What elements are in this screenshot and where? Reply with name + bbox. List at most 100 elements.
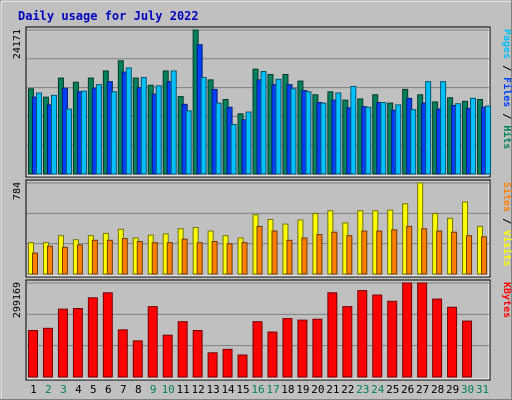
bar-sites-day-5	[91, 239, 98, 275]
x-tick-label-day-30: 30	[461, 383, 474, 396]
bar-pages-day-8	[140, 76, 147, 175]
bar-sites-day-6	[106, 239, 113, 275]
x-tick-label-day-13: 13	[206, 383, 219, 396]
bar-kbytes-day-8	[132, 340, 143, 378]
x-tick-label-day-8: 8	[135, 383, 142, 396]
panel-series-label: KBytes	[501, 282, 512, 318]
bar-kbytes-day-24	[372, 294, 383, 378]
y-max-label: 784	[12, 182, 23, 200]
bar-pages-day-23	[365, 106, 372, 175]
bar-kbytes-day-26	[402, 282, 413, 378]
bar-sites-day-24	[376, 230, 383, 275]
x-tick-label-day-9: 9	[150, 383, 157, 396]
bar-sites-day-9	[151, 242, 158, 275]
bar-sites-day-17	[271, 230, 278, 275]
bar-pages-day-21	[335, 92, 342, 175]
series-label-part: Files	[501, 77, 512, 107]
bar-pages-day-19	[305, 91, 312, 175]
bar-kbytes-day-6	[102, 292, 113, 378]
bar-kbytes-day-3	[57, 308, 68, 378]
bar-sites-day-15	[241, 242, 248, 275]
x-tick-label-day-29: 29	[446, 383, 459, 396]
x-tick-label-day-23: 23	[356, 383, 369, 396]
x-tick-label-day-26: 26	[401, 383, 414, 396]
series-label-part: /	[501, 212, 512, 230]
bar-pages-day-12	[200, 76, 207, 175]
x-tick-label-day-15: 15	[236, 383, 249, 396]
x-tick-label-day-17: 17	[266, 383, 279, 396]
bar-kbytes-day-20	[312, 318, 323, 378]
bar-sites-day-4	[76, 244, 83, 275]
bar-kbytes-day-28	[432, 298, 443, 378]
x-tick-label-day-6: 6	[105, 383, 112, 396]
bar-pages-day-14	[230, 124, 237, 175]
bar-sites-day-13	[211, 241, 218, 275]
series-label-part: Hits	[501, 125, 512, 149]
bar-kbytes-day-30	[462, 320, 473, 378]
bar-kbytes-day-13	[207, 352, 218, 378]
series-label-part: /	[501, 59, 512, 77]
bar-sites-day-22	[346, 235, 353, 275]
bar-pages-day-29	[455, 103, 462, 175]
bar-pages-day-10	[170, 70, 177, 175]
bar-kbytes-day-29	[447, 306, 458, 378]
bar-pages-day-3	[65, 108, 72, 175]
x-tick-label-day-7: 7	[120, 383, 127, 396]
bar-pages-day-22	[350, 85, 357, 175]
bar-sites-day-2	[46, 245, 53, 275]
x-tick-label-day-11: 11	[177, 383, 190, 396]
x-axis-day-labels: 1 2 3 4 5 6 7 8 9 10 11 12 13 14 15 16 17 18 19 20 21 22 23 24 2…	[30, 383, 489, 396]
bar-sites-day-23	[361, 230, 368, 275]
bar-sites-day-8	[136, 241, 143, 275]
panel-pages-files-hits: 24171 Pages / Files / Hits	[12, 26, 512, 178]
bar-pages-day-4	[80, 90, 87, 175]
bar-pages-day-1	[36, 92, 42, 175]
series-label-part: Visits	[501, 230, 512, 266]
bar-pages-day-17	[275, 78, 282, 175]
bar-sites-day-31	[481, 236, 488, 275]
panel-kbytes: 299169 KBytes	[12, 279, 512, 381]
bar-kbytes-day-16	[252, 321, 263, 378]
bar-sites-day-26	[406, 225, 413, 275]
bar-sites-day-3	[61, 246, 68, 275]
x-tick-label-day-3: 3	[60, 383, 67, 396]
bar-kbytes-day-27	[417, 282, 428, 378]
bar-sites-day-16	[256, 225, 263, 275]
x-tick-label-day-18: 18	[281, 383, 294, 396]
bar-kbytes-day-15	[237, 354, 248, 378]
x-tick-label-day-20: 20	[311, 383, 324, 396]
bar-pages-day-6	[110, 91, 117, 175]
x-tick-label-day-21: 21	[326, 383, 339, 396]
bar-kbytes-day-9	[147, 306, 158, 378]
bar-sites-day-28	[436, 230, 443, 275]
bar-kbytes-day-5	[87, 297, 98, 378]
panel-sites-visits: 784 Sites / Visits	[12, 179, 512, 278]
bar-sites-day-11	[181, 238, 188, 275]
bar-sites-day-1	[32, 252, 38, 275]
x-tick-label-day-16: 16	[251, 383, 264, 396]
bar-sites-day-19	[301, 237, 308, 275]
series-label-part: /	[501, 107, 512, 125]
bar-pages-day-27	[425, 81, 432, 175]
bar-pages-day-7	[125, 67, 132, 175]
bar-sites-day-14	[226, 243, 233, 275]
x-tick-label-day-25: 25	[386, 383, 399, 396]
x-tick-label-day-5: 5	[90, 383, 97, 396]
x-tick-label-day-1: 1	[30, 383, 37, 396]
series-label-part: Sites	[501, 182, 512, 212]
bar-pages-day-16	[260, 71, 267, 175]
x-tick-label-day-4: 4	[75, 383, 82, 396]
bar-pages-day-15	[245, 111, 252, 175]
bar-kbytes-day-4	[72, 308, 83, 378]
y-max-label: 24171	[12, 29, 23, 59]
bar-kbytes-day-17	[267, 331, 278, 378]
bar-sites-day-27	[421, 228, 428, 275]
bar-pages-day-11	[185, 110, 192, 175]
bar-kbytes-day-23	[357, 290, 368, 378]
bar-pages-day-20	[320, 102, 327, 175]
bar-pages-day-28	[440, 81, 447, 175]
bar-sites-day-25	[391, 229, 398, 275]
panel-series-label: Pages / Files / Hits	[501, 29, 512, 149]
bar-sites-day-12	[196, 242, 203, 275]
